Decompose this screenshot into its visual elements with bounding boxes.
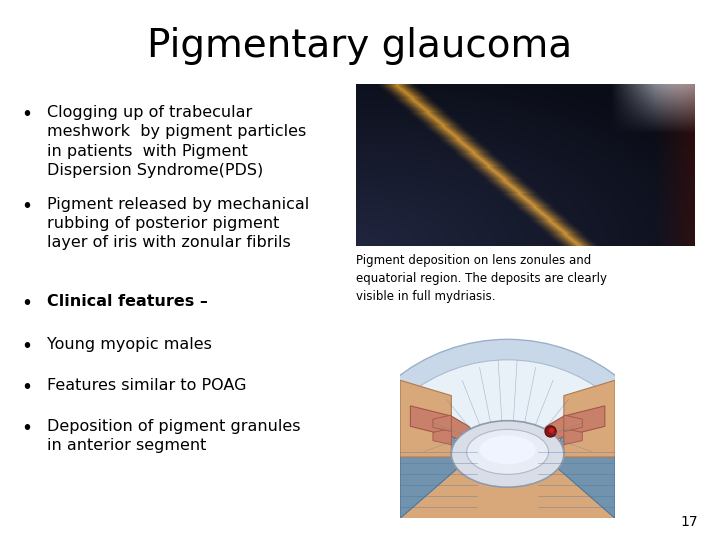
Text: Pigment released by mechanical
rubbing of posterior pigment
layer of iris with z: Pigment released by mechanical rubbing o…	[47, 197, 309, 251]
Ellipse shape	[480, 436, 536, 464]
Text: Features similar to POAG: Features similar to POAG	[47, 378, 246, 393]
Text: Clogging up of trabecular
meshwork  by pigment particles
in patients  with Pigme: Clogging up of trabecular meshwork by pi…	[47, 105, 306, 178]
Text: Deposition of pigment granules
in anterior segment: Deposition of pigment granules in anteri…	[47, 418, 300, 453]
Circle shape	[549, 428, 554, 433]
FancyBboxPatch shape	[400, 457, 615, 518]
Polygon shape	[564, 380, 615, 457]
Polygon shape	[539, 406, 605, 444]
Text: •: •	[22, 197, 32, 216]
Polygon shape	[433, 428, 451, 445]
Text: Clinical features –: Clinical features –	[47, 294, 207, 309]
Text: Young myopic males: Young myopic males	[47, 338, 212, 353]
Wedge shape	[353, 360, 662, 518]
Polygon shape	[433, 415, 451, 431]
Text: 17: 17	[681, 515, 698, 529]
Polygon shape	[564, 428, 582, 445]
Ellipse shape	[451, 421, 564, 487]
Circle shape	[545, 426, 557, 437]
Text: Pigmentary glaucoma: Pigmentary glaucoma	[148, 27, 572, 65]
Ellipse shape	[467, 429, 549, 475]
Wedge shape	[331, 339, 684, 518]
Text: •: •	[22, 105, 32, 124]
Text: Pigment deposition on lens zonules and
equatorial region. The deposits are clear: Pigment deposition on lens zonules and e…	[356, 254, 608, 303]
Polygon shape	[400, 431, 464, 518]
Polygon shape	[400, 380, 451, 457]
Text: •: •	[22, 378, 32, 397]
Polygon shape	[564, 415, 582, 431]
Text: •: •	[22, 338, 32, 356]
Text: •: •	[22, 418, 32, 437]
Text: •: •	[22, 294, 32, 313]
Polygon shape	[551, 431, 615, 518]
Polygon shape	[410, 406, 477, 444]
